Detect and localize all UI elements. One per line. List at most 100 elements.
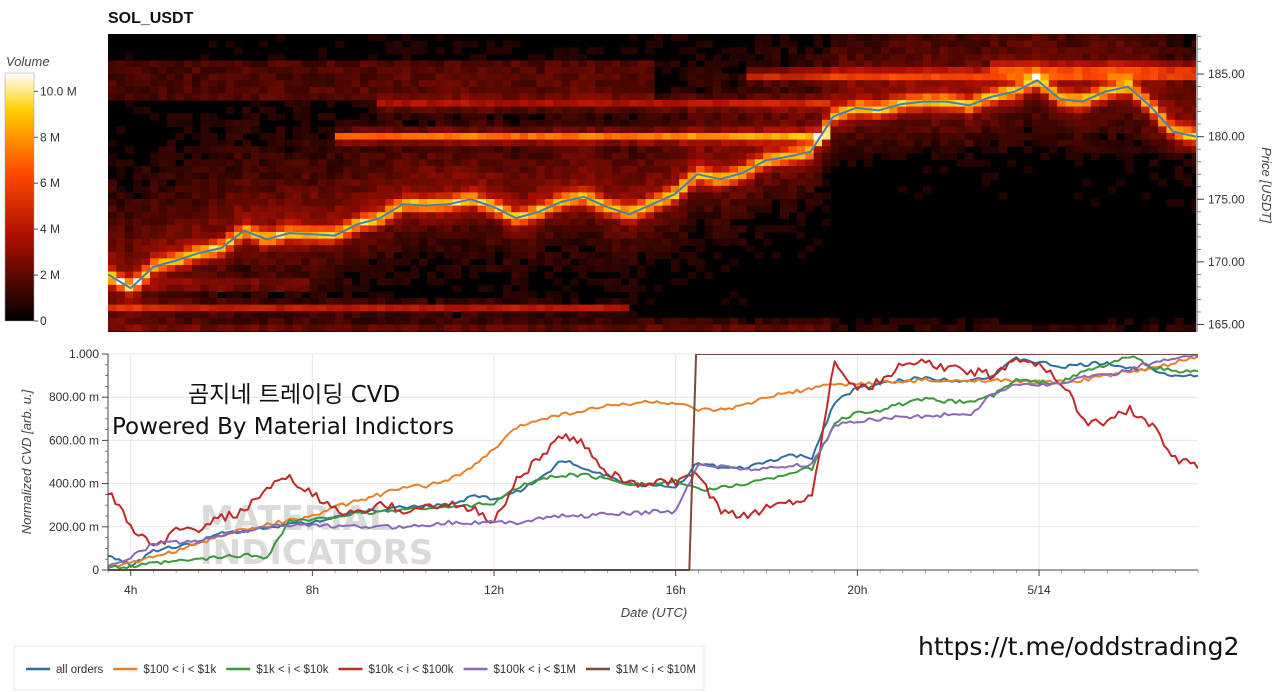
heatmap-cell (452, 205, 462, 213)
heatmap-cell (1124, 106, 1134, 114)
heatmap-cell (1174, 100, 1184, 108)
heatmap-cell (721, 166, 731, 174)
heatmap-cell (956, 119, 966, 127)
heatmap-cell (813, 119, 823, 127)
heatmap-cell (469, 218, 479, 226)
heatmap-cell (1183, 73, 1193, 81)
heatmap-cell (486, 232, 495, 240)
heatmap-cell (612, 133, 621, 141)
heatmap-cell (746, 139, 756, 147)
heatmap-cell (1023, 40, 1033, 48)
heatmap-cell (418, 67, 428, 75)
heatmap-cell (175, 172, 185, 180)
heatmap-cell (334, 185, 344, 193)
heatmap-cell (376, 100, 386, 108)
heatmap-cell (166, 172, 176, 180)
cvd-series-lines (108, 354, 1198, 571)
heatmap-cell (813, 238, 823, 246)
heatmap-cell (738, 298, 747, 306)
heatmap-cell (1183, 80, 1193, 88)
heatmap-cell (116, 73, 126, 81)
heatmap-cell (998, 53, 1008, 61)
heatmap-cell (502, 218, 512, 226)
heatmap-cell (368, 146, 378, 154)
heatmap-cell (964, 67, 974, 75)
heatmap-cell (1065, 152, 1075, 160)
heatmap-cell (536, 185, 546, 193)
heatmap-cell (309, 166, 319, 174)
heatmap-cell (654, 40, 663, 48)
heatmap-cell (637, 172, 647, 180)
heatmap-cell (889, 146, 899, 154)
heatmap-cell (150, 205, 159, 213)
heatmap-cell (477, 166, 487, 174)
heatmap-cell (158, 251, 168, 259)
heatmap-cell (242, 139, 252, 147)
heatmap-cell (880, 60, 890, 68)
heatmap-cell (1006, 139, 1016, 147)
heatmap-cell (771, 225, 781, 233)
legend-label: $1k < i < $10k (256, 664, 328, 676)
heatmap-cell (192, 152, 201, 160)
heatmap-cell (292, 100, 302, 108)
heatmap-cell (948, 133, 957, 141)
heatmap-cell (234, 205, 243, 213)
heatmap-cell (948, 86, 957, 94)
heatmap-cell (242, 152, 252, 160)
heatmap-cell (460, 232, 470, 240)
heatmap-cell (477, 238, 487, 246)
heatmap-cell (813, 139, 823, 147)
heatmap-cell (729, 73, 739, 81)
heatmap-cell (771, 192, 781, 200)
heatmap-cell (292, 251, 302, 259)
heatmap-cell (855, 152, 865, 160)
heatmap-cell (376, 199, 386, 207)
heatmap-cell (318, 47, 327, 55)
heatmap-cell (225, 278, 235, 286)
heatmap-cell (250, 225, 260, 233)
heatmap-cell (813, 324, 823, 332)
heatmap-cell (360, 304, 369, 312)
heatmap-cell (175, 93, 185, 101)
heatmap-cell (150, 113, 159, 121)
heatmap-cell (1166, 67, 1176, 75)
heatmap-cell (645, 146, 655, 154)
heatmap-cell (948, 126, 957, 134)
heatmap-cell (318, 205, 327, 213)
heatmap-cell (276, 152, 285, 160)
heatmap-cell (427, 126, 437, 134)
heatmap-cell (208, 311, 218, 319)
heatmap-cell (897, 34, 907, 42)
heatmap-cell (1174, 119, 1184, 127)
heatmap-cell (133, 73, 143, 81)
heatmap-cell (351, 199, 361, 207)
heatmap-cell (1166, 324, 1176, 332)
heatmap-cell (141, 60, 151, 68)
heatmap-cell (309, 172, 319, 180)
heatmap-cell (452, 67, 462, 75)
heatmap-cell (166, 185, 176, 193)
heatmap-cell (141, 106, 151, 114)
heatmap-cell (427, 324, 437, 332)
heatmap-cell (746, 113, 756, 121)
heatmap-cell (208, 245, 218, 253)
heatmap-cell (284, 271, 294, 279)
heatmap-cell (469, 126, 479, 134)
heatmap-cell (116, 212, 126, 220)
heatmap-cell (334, 179, 344, 187)
heatmap-cell (225, 212, 235, 220)
heatmap-cell (620, 86, 630, 94)
heatmap-cell (250, 298, 260, 306)
heatmap-cell (477, 311, 487, 319)
heatmap-cell (494, 152, 504, 160)
heatmap-cell (670, 119, 680, 127)
heatmap-cell (1048, 53, 1058, 61)
heatmap-cell (729, 238, 739, 246)
heatmap-cell (410, 185, 420, 193)
heatmap-cell (948, 80, 957, 88)
heatmap-cell (418, 119, 428, 127)
heatmap-cell (519, 146, 529, 154)
heatmap-cell (1158, 47, 1167, 55)
heatmap-cell (628, 205, 638, 213)
